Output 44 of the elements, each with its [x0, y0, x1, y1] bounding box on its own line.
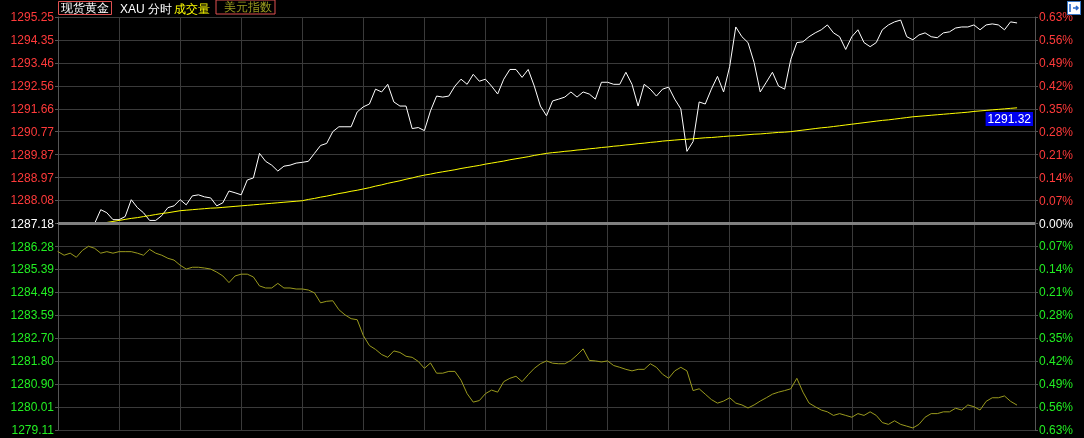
y2-tick-label: 0.21% [1039, 147, 1074, 162]
y-tick-label: 1284.49 [10, 285, 55, 300]
y-tick-label: 1288.08 [10, 193, 55, 208]
y-tick-label: 1287.18 [10, 216, 55, 231]
y-tick-label: 1288.97 [10, 170, 55, 185]
annotation: 1291.32 [987, 112, 1032, 126]
y2-tick-label: 0.28% [1039, 124, 1074, 139]
y-tick-label: 1280.01 [10, 399, 55, 414]
y2-tick-label: 0.63% [1039, 423, 1074, 437]
y-tick-label: 1289.87 [10, 147, 55, 162]
y2-tick-label: 0.56% [1039, 400, 1074, 415]
chart-title: 现货黄金 [61, 1, 109, 15]
y-tick-label: 1295.25 [10, 10, 55, 24]
y-tick-label: 1291.66 [10, 101, 55, 116]
y2-tick-label: 0.07% [1039, 193, 1074, 208]
y-tick-label: 1283.59 [10, 308, 55, 323]
y2-tick-label: 0.00% [1039, 216, 1074, 231]
y2-tick-label: 0.14% [1039, 170, 1074, 185]
y-tick-label: 1282.70 [10, 331, 55, 346]
y-tick-label: 1290.77 [10, 124, 55, 139]
y2-tick-label: 0.35% [1039, 101, 1074, 116]
y-tick-label: 1279.11 [11, 423, 55, 437]
chart-subtitle: XAU 分时 [120, 2, 173, 16]
text: 成交量 [174, 2, 210, 16]
y2-tick-label: 0.28% [1039, 308, 1074, 323]
y2-tick-label: 0.21% [1039, 285, 1074, 300]
y2-tick-label: 0.14% [1039, 262, 1074, 277]
y2-tick-label: 0.42% [1039, 78, 1074, 93]
y-tick-label: 1286.28 [10, 239, 55, 254]
y-tick-label: 1285.39 [10, 262, 55, 277]
y2-tick-label: 0.63% [1039, 10, 1074, 24]
y-tick-label: 1292.56 [10, 78, 55, 93]
y2-tick-label: 0.35% [1039, 331, 1074, 346]
y-tick-label: 1280.90 [10, 377, 55, 392]
y2-tick-label: 0.42% [1039, 354, 1074, 369]
y-tick-label: 1293.46 [10, 55, 55, 70]
y2-tick-label: 0.49% [1039, 377, 1074, 392]
y2-tick-label: 0.07% [1039, 239, 1074, 254]
y-tick-label: 1281.80 [10, 354, 55, 369]
line-series [57, 245, 1018, 429]
y2-tick-label: 0.56% [1039, 32, 1074, 47]
text: 美元指数 [224, 0, 272, 14]
y2-tick-label: 0.49% [1039, 55, 1074, 70]
y-tick-label: 1294.35 [10, 33, 55, 48]
